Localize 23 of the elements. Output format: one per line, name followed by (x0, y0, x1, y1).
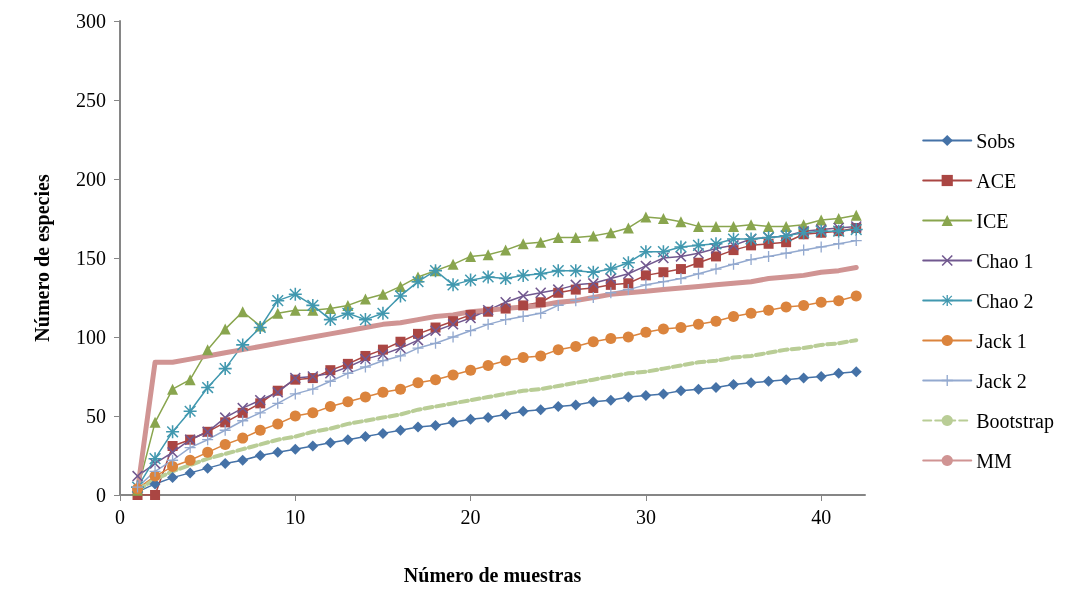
y-tick-label: 200 (76, 168, 106, 190)
legend-label: MM (976, 449, 1013, 472)
x-axis-title: Número de muestras (403, 564, 582, 586)
x-tick-label: 20 (460, 506, 481, 528)
legend-label: Chao 2 (976, 289, 1034, 312)
legend-label: Jack 1 (976, 329, 1027, 352)
legend-label: Bootstrap (976, 409, 1055, 433)
legend-label: Chao 1 (976, 249, 1034, 272)
y-tick-label: 250 (76, 89, 106, 111)
legend-label: Jack 2 (976, 369, 1027, 392)
legend-label: ACE (976, 169, 1017, 192)
legend-label: Sobs (976, 129, 1016, 152)
y-tick-label: 0 (96, 484, 106, 506)
y-axis-title: Número de especies (31, 174, 54, 342)
x-tick-label: 40 (811, 506, 832, 528)
y-tick-label: 150 (76, 247, 106, 269)
legend-label: ICE (976, 209, 1009, 232)
x-tick-label: 30 (635, 506, 656, 528)
y-tick-label: 300 (76, 10, 106, 32)
x-tick-label: 0 (115, 506, 125, 528)
y-tick-label: 50 (86, 405, 106, 427)
x-tick-label: 10 (285, 506, 306, 528)
y-tick-label: 100 (76, 326, 106, 348)
